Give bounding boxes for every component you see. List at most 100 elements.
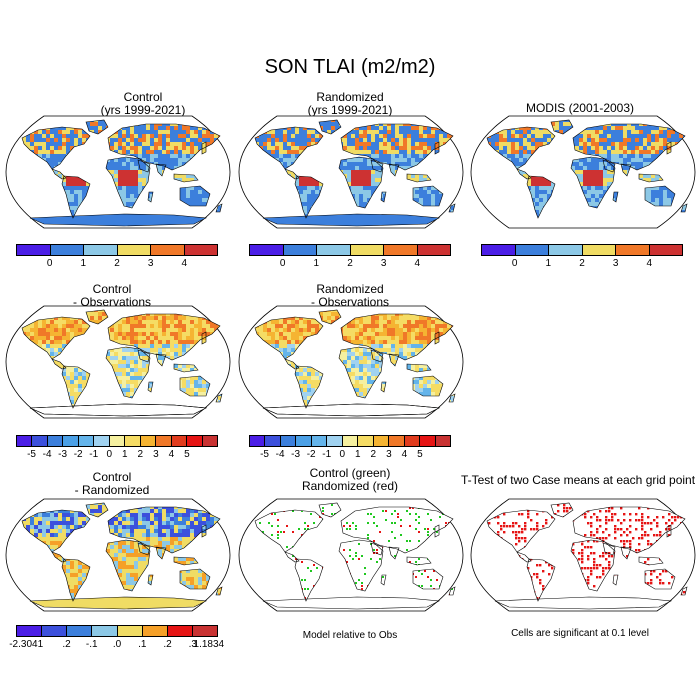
colorbar-tick-label: -2.3041: [9, 639, 44, 650]
colorbar-swatch: [192, 626, 217, 636]
colorbar-swatch: [250, 245, 284, 255]
colorbar-tick-label: -3: [291, 449, 301, 460]
colorbar-tick-label: 4: [168, 449, 175, 460]
panel-title-control-line1: Control: [123, 90, 163, 104]
coastlines: [254, 309, 456, 417]
colorbar-tick-label: -2: [306, 449, 316, 460]
panel-title-randomized-obs-line1: Randomized: [316, 282, 384, 296]
colorbar-swatches: [16, 244, 218, 256]
colorbar-swatch: [358, 436, 374, 446]
colorbar-tick-label: 4: [181, 258, 188, 269]
colorbar-swatch: [63, 436, 79, 446]
colorbar-swatch: [202, 436, 218, 446]
colorbar-swatch: [156, 436, 172, 446]
colorbar-tick-label: 3: [380, 258, 387, 269]
colorbar-tick-label: 0: [511, 258, 518, 269]
colorbar-swatch: [84, 245, 118, 255]
colorbar-tick-label: -.1: [85, 639, 98, 650]
colorbar-tick-label: -3: [58, 449, 68, 460]
colorbar-tick-label: -5: [260, 449, 269, 460]
colorbar-swatch: [151, 245, 185, 255]
panel-title-green-red-line1: Control (green): [309, 466, 391, 480]
colorbar-swatch: [47, 436, 64, 446]
colorbar-tick-label: 1: [80, 258, 87, 269]
colorbar-swatches: [16, 625, 218, 637]
figure-title: SON TLAI (m2/m2): [264, 56, 436, 78]
panel-title-randomized-obs-line2: - Observations: [310, 295, 390, 309]
colorbar-swatch: [280, 436, 297, 446]
colorbar-swatch: [417, 245, 450, 255]
colorbar-swatch: [515, 245, 549, 255]
colorbar-swatch: [389, 436, 405, 446]
colorbar-tick-label: -4: [275, 449, 285, 460]
colorbar-swatch: [109, 436, 126, 446]
panel-title-control-obs-line2: - Observations: [72, 295, 152, 309]
panel-title-control-obs: Control - Observations: [12, 283, 212, 309]
colorbar-swatches: [481, 244, 683, 256]
colorbar-tick-label: 2: [347, 258, 353, 269]
colorbar-tick-label: 1: [313, 258, 320, 269]
colorbar-swatch: [404, 436, 421, 446]
colorbar-swatch: [117, 245, 151, 255]
colorbar-tick-label: 0: [339, 449, 345, 460]
colorbar-tick-label: .0: [112, 639, 122, 650]
colorbar-tick-label: 2: [579, 258, 585, 269]
colorbar-swatch: [17, 626, 43, 636]
panel-title-randomized: Randomized (yrs 1999-2021): [250, 91, 450, 117]
colorbar-randomized-obs: -5 -4 -3 -2 -1 0 1 2 3 4 5: [249, 435, 451, 463]
colorbar-swatch: [311, 436, 328, 446]
colorbar-tick-label: 2: [370, 449, 377, 460]
colorbar-control-rand: -2.3041 .2 -.1 .0 .1 .2 .3 1.1834: [9, 625, 224, 653]
colorbar-swatch: [17, 436, 33, 446]
colorbar-swatches: [249, 244, 451, 256]
coastlines: [21, 119, 223, 227]
colorbar-swatches: [249, 435, 451, 447]
coastlines: [486, 119, 688, 219]
colorbar-tick-label: 1: [545, 258, 552, 269]
colorbar-swatch: [649, 245, 682, 255]
colorbar-tick-label: 5: [184, 449, 190, 460]
colorbar-swatch: [327, 436, 343, 446]
colorbar-tick-label: 5: [417, 449, 423, 460]
colorbar-tick-label: 1: [354, 449, 361, 460]
map-green-red: [238, 498, 464, 612]
colorbar-tick-label: -5: [27, 449, 36, 460]
panel-title-control-obs-line1: Control: [92, 282, 132, 296]
panel-title-control-line2: (yrs 1999-2021): [100, 103, 186, 117]
colorbar-swatches: [16, 435, 218, 447]
map-control-obs: [5, 305, 231, 419]
colorbar-swatch: [283, 245, 317, 255]
panel-title-green-red: Control (green) Randomized (red): [250, 467, 450, 493]
colorbar-tick-label: 3: [153, 449, 159, 460]
map-ttest: [470, 498, 696, 612]
colorbar-tick-label: .3: [188, 639, 197, 650]
colorbar-swatch: [17, 245, 51, 255]
colorbar-tick-label: 4: [414, 258, 421, 269]
map-randomized-obs: [238, 305, 464, 419]
colorbar-tick-label: 2: [114, 258, 120, 269]
colorbar-swatch: [140, 436, 157, 446]
colorbar-tick-label: 2: [137, 449, 144, 460]
colorbar-swatch: [78, 436, 95, 446]
colorbar-swatch: [342, 436, 359, 446]
map-control-rand: [5, 498, 231, 612]
colorbar-tick-label: 0: [106, 449, 112, 460]
map-control: [5, 115, 231, 229]
colorbar-swatch: [171, 436, 188, 446]
colorbar-tick-label: 4: [401, 449, 408, 460]
map-modis: [470, 115, 696, 229]
panel-title-randomized-line2: (yrs 1999-2021): [307, 103, 393, 117]
colorbar-swatch: [616, 245, 650, 255]
colorbar-swatch: [117, 626, 143, 636]
colorbar-swatch: [250, 436, 266, 446]
colorbar-swatch: [350, 245, 384, 255]
coastlines: [21, 309, 223, 417]
colorbar-tick-label: .2: [163, 639, 172, 650]
colorbar-swatch: [373, 436, 390, 446]
colorbar-swatch: [167, 626, 193, 636]
colorbar-tick-label: 3: [386, 449, 392, 460]
panel-title-randomized-obs: Randomized - Observations: [250, 283, 450, 309]
colorbar-swatch: [582, 245, 616, 255]
note-model-relative: Model relative to Obs: [302, 630, 398, 641]
colorbar-swatch: [265, 436, 281, 446]
